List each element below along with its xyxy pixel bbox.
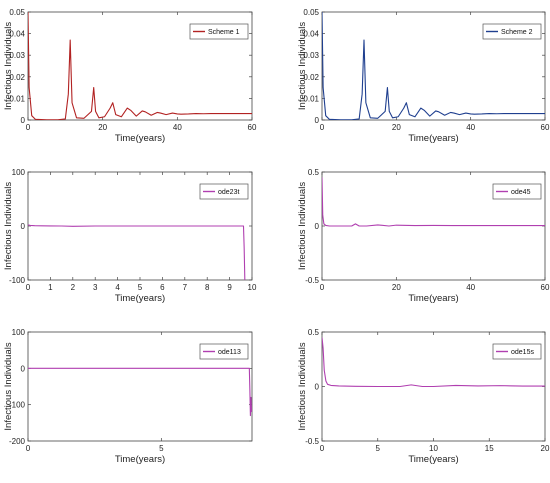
x-axis-label: Time(years) (115, 454, 165, 465)
x-tick-label: 7 (183, 283, 188, 292)
series-line-1 (322, 12, 545, 120)
x-tick-label: 60 (541, 123, 550, 132)
x-tick-label: 40 (173, 123, 182, 132)
legend-box (189, 23, 249, 40)
y-tick-label: 0 (21, 222, 26, 231)
y-axis-label: Infectious Individuals (297, 182, 308, 270)
x-tick-label: 4 (115, 283, 120, 292)
x-tick-label: 20 (392, 123, 401, 132)
y-tick-label: 0.03 (9, 51, 25, 60)
x-tick-label: 40 (466, 283, 475, 292)
y-axis-label: Infectious Individuals (297, 22, 308, 110)
y-tick-label: 0 (315, 116, 320, 125)
legend-box (199, 183, 249, 200)
y-tick-label: 0.03 (303, 51, 319, 60)
chart-panel-1: 0 20 40 60 0 0.01 0.02 0.03 0.04 0.05 Time(years) I… (3, 8, 257, 144)
y-tick-label: 0 (21, 364, 26, 373)
x-tick-label: 0 (320, 283, 325, 292)
y-tick-label: 0 (315, 383, 320, 392)
y-tick-label: 0.01 (303, 94, 319, 103)
y-axis-label: Infectious Individuals (3, 182, 14, 270)
x-tick-label: 5 (159, 444, 164, 453)
legend-box (492, 343, 542, 360)
x-tick-label: 20 (541, 444, 550, 453)
x-tick-label: 0 (26, 123, 31, 132)
x-axis-label: Time(years) (115, 293, 165, 304)
y-tick-label: 0.05 (303, 8, 319, 17)
x-tick-label: 0 (320, 444, 325, 453)
x-tick-label: 2 (71, 283, 76, 292)
x-tick-label: 10 (248, 283, 257, 292)
y-axis-label: Infectious Individuals (3, 22, 14, 110)
y-tick-label: 0.04 (9, 30, 25, 39)
legend-box (492, 183, 542, 200)
y-tick-label: 0.04 (303, 30, 319, 39)
series-line-1 (28, 12, 252, 120)
y-tick-label: 0.5 (308, 168, 320, 177)
x-axis-label: Time(years) (408, 293, 458, 304)
legend: ode15s (492, 343, 542, 360)
legend-label: ode45 (511, 189, 531, 196)
x-tick-label: 60 (248, 123, 257, 132)
x-tick-label: 3 (93, 283, 98, 292)
legend: ode113 (199, 343, 249, 360)
y-tick-label: 0.02 (303, 73, 319, 82)
series-line-1 (322, 177, 545, 227)
legend-label: ode23t (218, 189, 239, 196)
x-tick-label: 15 (485, 444, 494, 453)
y-tick-label: 0.5 (308, 328, 320, 337)
legend: ode23t (199, 183, 249, 200)
legend-label: ode113 (218, 349, 241, 356)
series-line-1 (322, 337, 545, 388)
legend: ode45 (492, 183, 542, 200)
x-tick-label: 0 (26, 444, 31, 453)
y-tick-label: 0 (21, 116, 26, 125)
legend-box (482, 23, 542, 40)
legend-label: ode15s (511, 349, 534, 356)
legend-box (199, 343, 249, 360)
legend: Scheme 2 (482, 23, 542, 40)
x-tick-label: 60 (541, 283, 550, 292)
chart-panel-5: 0 5 -200 -100 0 100 Time(years) Infectious Indi… (3, 328, 253, 465)
x-axis-label: Time(years) (408, 133, 458, 144)
y-tick-label: 0.02 (9, 73, 25, 82)
x-tick-label: 20 (392, 283, 401, 292)
chart-panel-3: 0 1 2 3 4 5 6 7 8 9 10-1000100Time(years)Infectiou… (3, 168, 257, 304)
x-tick-label: 40 (466, 123, 475, 132)
y-tick-label: -200 (9, 437, 26, 446)
x-tick-label: 9 (227, 283, 232, 292)
y-tick-label: -100 (9, 276, 26, 285)
x-tick-label: 6 (160, 283, 165, 292)
y-axis-label: Infectious Individuals (297, 342, 308, 430)
x-tick-label: 0 (320, 123, 325, 132)
series-line-1 (28, 224, 246, 280)
x-tick-label: 5 (376, 444, 381, 453)
legend-label: Scheme 2 (501, 29, 533, 36)
y-tick-label: 0 (315, 222, 320, 231)
y-tick-label: -0.5 (305, 437, 319, 446)
y-tick-label: 0.01 (9, 94, 25, 103)
x-tick-label: 20 (98, 123, 107, 132)
x-tick-label: 10 (429, 444, 438, 453)
x-tick-label: 8 (205, 283, 210, 292)
y-tick-label: -100 (9, 401, 26, 410)
y-axis-label: Infectious Individuals (3, 342, 14, 430)
legend-label: Scheme 1 (208, 29, 240, 36)
y-tick-label: 100 (12, 328, 26, 337)
series-line-1 (28, 367, 252, 417)
x-tick-label: 5 (138, 283, 143, 292)
legend: Scheme 1 (189, 23, 249, 40)
chart-panel-2: 0 20 40 60 0 0.01 0.02 0.03 0.04 0.05 Time(years) I… (297, 8, 550, 144)
y-tick-label: -0.5 (305, 276, 319, 285)
x-tick-label: 1 (48, 283, 53, 292)
y-tick-label: 100 (12, 168, 26, 177)
x-axis-label: Time(years) (408, 454, 458, 465)
y-tick-label: 0.05 (9, 8, 25, 17)
x-tick-label: 0 (26, 283, 31, 292)
x-axis-label: Time(years) (115, 133, 165, 144)
